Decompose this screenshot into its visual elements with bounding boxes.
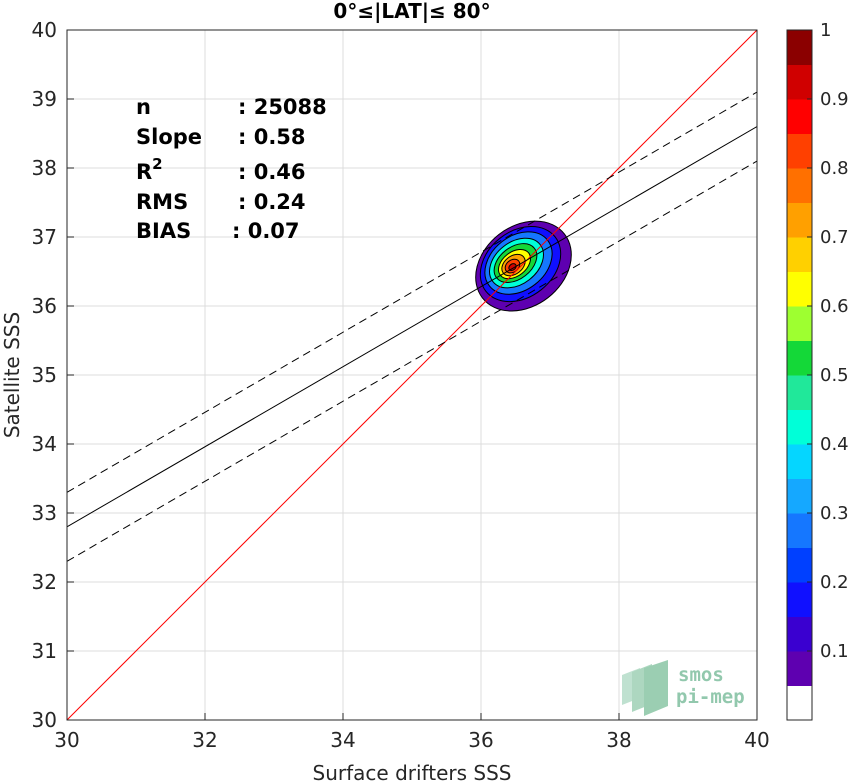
colorbar-tick-label: 1: [820, 20, 831, 41]
colorbar-segment: [787, 168, 812, 203]
stat-n-value: : 25088: [238, 95, 327, 119]
x-tick-label: 38: [606, 728, 631, 752]
colorbar-segment: [787, 64, 812, 100]
colorbar-segment: [787, 133, 812, 169]
colorbar-tick-label: 0.4: [820, 434, 849, 455]
colorbar-segment: [787, 547, 812, 583]
chart-title: 0°≤|LAT|≤ 80°: [333, 0, 490, 23]
colorbar-segment: [787, 616, 812, 652]
colorbar-segment: [787, 685, 812, 721]
logo-text-smos: smos: [678, 664, 724, 686]
stat-r2-label: R2: [136, 155, 163, 184]
smos-pi-mep-logo: smos pi-mep: [622, 660, 745, 716]
stat-slope-label: Slope: [136, 125, 202, 149]
colorbar-tick-label: 0.2: [820, 572, 849, 593]
colorbar-segment: [787, 30, 812, 65]
logo-wave-3: [644, 660, 668, 716]
y-tick-label: 34: [32, 432, 57, 456]
colorbar-segment: [787, 340, 812, 376]
y-tick-label: 30: [32, 708, 57, 732]
stat-bias-label: BIAS: [136, 219, 191, 243]
colorbar-tick-label: 0.5: [820, 365, 849, 386]
stats-box: n : 25088 Slope : 0.58 R2 : 0.46 RMS : 0…: [136, 95, 327, 243]
stat-bias-value: : 0.07: [232, 219, 300, 243]
colorbar-segment: [787, 99, 812, 134]
colorbar-segment: [787, 582, 812, 617]
fit-line: [67, 126, 757, 528]
y-tick-label: 36: [32, 294, 57, 318]
colorbar-segment: [787, 651, 812, 686]
identity-line: [67, 30, 757, 720]
colorbar-tick-label: 0.1: [820, 641, 849, 662]
y-tick-label: 32: [32, 570, 57, 594]
colorbar-tick-label: 0.9: [820, 89, 849, 110]
colorbar-tick-label: 0.8: [820, 158, 849, 179]
logo-text-pimep: pi-mep: [676, 686, 745, 708]
stat-rms-label: RMS: [136, 190, 188, 214]
x-tick-label: 30: [54, 728, 79, 752]
colorbar-segment: [787, 375, 812, 410]
axis-ticks: 30 32 34 36 38 40 30 31 32 33 34 35 36 37 38 39 40: [32, 18, 770, 752]
stat-rms-value: : 0.24: [238, 190, 306, 214]
stat-r2-value: : 0.46: [238, 160, 306, 184]
stat-r2-sup: 2: [152, 155, 162, 173]
colorbar-segment: [787, 202, 812, 238]
regression-lines: [67, 30, 757, 720]
fit-upper-line: [67, 91, 757, 493]
colorbar: 0.1 0.2 0.3 0.4 0.5 0.6 0.7 0.8 0.9 1: [786, 20, 849, 721]
y-tick-label: 40: [32, 18, 57, 42]
stat-r2-base: R: [136, 160, 152, 184]
y-axis-label: Satellite SSS: [0, 312, 24, 438]
colorbar-segment: [787, 513, 812, 548]
density-contour-level: [508, 263, 517, 271]
y-tick-label: 39: [32, 87, 57, 111]
x-tick-label: 36: [468, 728, 493, 752]
colorbar-segment: [787, 478, 812, 514]
stat-n-label: n: [136, 95, 151, 119]
colorbar-segment: [787, 444, 812, 479]
colorbar-tick-label: 0.3: [820, 503, 849, 524]
colorbar-segment: [787, 237, 812, 272]
colorbar-segment: [787, 306, 812, 341]
y-tick-label: 33: [32, 501, 57, 525]
colorbar-tick-label: 0.7: [820, 227, 849, 248]
y-tick-label: 38: [32, 156, 57, 180]
fit-lower-line: [67, 160, 757, 562]
colorbar-segment: [787, 409, 812, 445]
y-tick-label: 31: [32, 639, 57, 663]
stat-slope-value: : 0.58: [238, 125, 306, 149]
x-tick-label: 32: [192, 728, 217, 752]
x-tick-label: 40: [744, 728, 769, 752]
y-tick-label: 35: [32, 363, 57, 387]
y-tick-label: 37: [32, 225, 57, 249]
x-tick-label: 34: [330, 728, 355, 752]
x-axis-label: Surface drifters SSS: [313, 761, 512, 784]
grid-lines: [66, 29, 758, 721]
colorbar-segment: [787, 271, 812, 307]
colorbar-tick-label: 0.6: [820, 296, 849, 317]
